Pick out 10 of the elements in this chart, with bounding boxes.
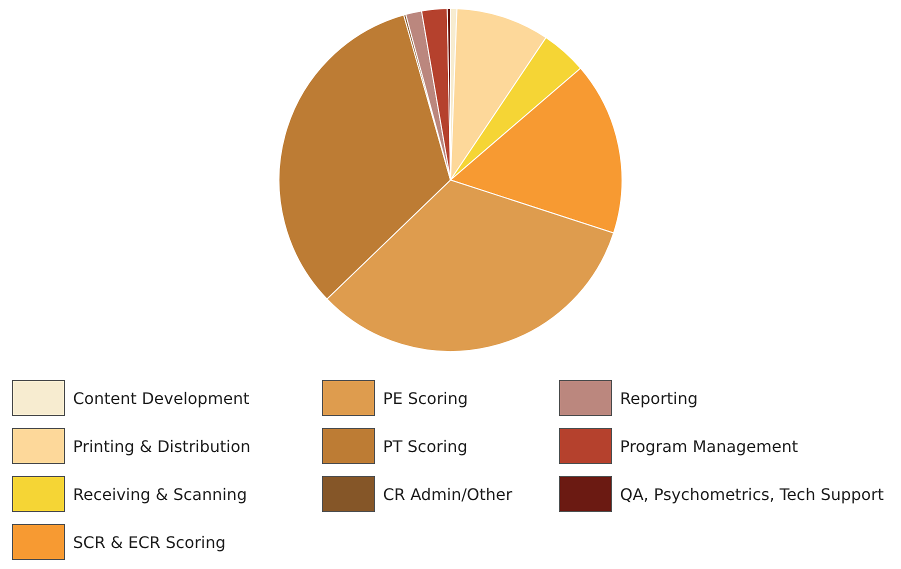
legend-label: CR Admin/Other (383, 484, 512, 504)
legend-label: Content Development (73, 388, 250, 408)
legend-label: PE Scoring (383, 388, 468, 408)
legend-label: QA, Psychometrics, Tech Support (620, 484, 884, 504)
legend-label: Reporting (620, 388, 698, 408)
legend-label: PT Scoring (383, 436, 468, 456)
legend-label: Printing & Distribution (73, 436, 251, 456)
legend-label: SCR & ECR Scoring (73, 532, 226, 552)
legend-label: Program Management (620, 436, 798, 456)
legend-label: Receiving & Scanning (73, 484, 247, 504)
